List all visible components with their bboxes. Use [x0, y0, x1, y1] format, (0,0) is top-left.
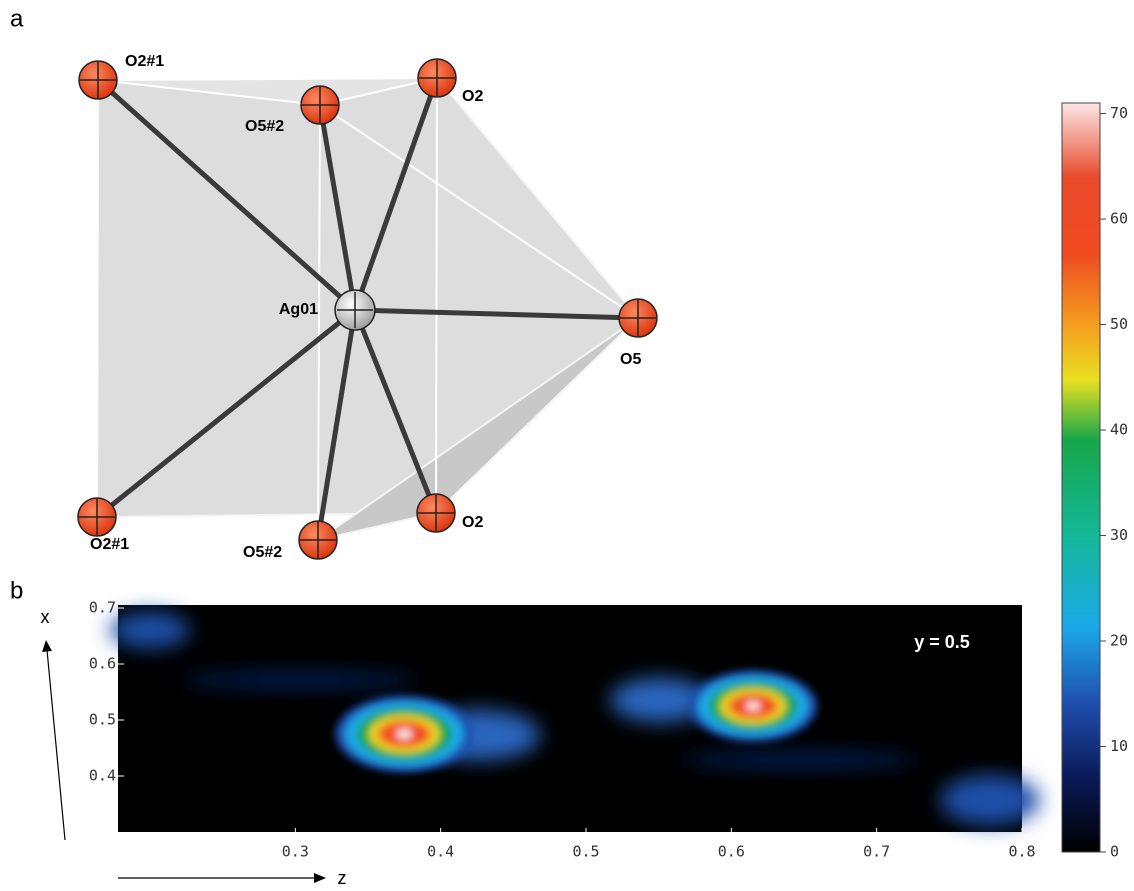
colorbar-tick-label: 20 [1110, 632, 1128, 650]
y-tick-label: 0.4 [89, 767, 116, 785]
y-tick-label: 0.7 [89, 599, 116, 617]
x-tick-label: 0.6 [718, 843, 745, 861]
x-tick-label: 0.4 [427, 843, 454, 861]
arrow-head [42, 640, 52, 652]
x-axis-label: z [338, 868, 347, 886]
colorbar-tick-label: 0 [1110, 843, 1119, 861]
colorbar-tick-label: 30 [1110, 526, 1128, 544]
y-axis-label: x [41, 607, 50, 627]
peak [335, 696, 473, 773]
colorbar-tick-label: 10 [1110, 737, 1128, 755]
arrow-head [314, 873, 326, 883]
axis-arrow [47, 650, 65, 840]
peak [689, 670, 817, 741]
atom-label: O2 [462, 514, 483, 531]
atom-label: O2#1 [125, 53, 164, 70]
atom-label: O5 [620, 351, 641, 368]
colorbar-tick-label: 60 [1110, 210, 1128, 228]
colorbar-tick-label: 70 [1110, 104, 1128, 122]
x-tick-label: 0.7 [863, 843, 890, 861]
contour [746, 701, 761, 711]
atom-label: O2#1 [90, 536, 129, 553]
colorbar-tick-label: 40 [1110, 421, 1128, 439]
x-tick-label: 0.8 [1008, 843, 1035, 861]
contour [396, 729, 412, 739]
annotation: y = 0.5 [914, 632, 970, 652]
figure: a O2#1 O5#2 O2 Ag01 O5 O2#1 O5#2 O2 b 0.3 0.4 0.5… [0, 0, 1134, 886]
colorbar-tick-label: 50 [1110, 315, 1128, 333]
plot-area [118, 605, 1022, 832]
atom-label: O2 [462, 88, 483, 105]
atom-label: O5#2 [245, 118, 284, 135]
colorbar [1062, 103, 1100, 852]
atom-label: O5#2 [243, 544, 282, 561]
y-tick-label: 0.5 [89, 711, 116, 729]
colorbar-ticks: 0 10 20 30 40 50 60 70 [1100, 104, 1128, 860]
panel-label: b [10, 577, 23, 604]
y-tick-label: 0.6 [89, 655, 116, 673]
x-tick-label: 0.3 [282, 843, 309, 861]
atom-label: Ag01 [279, 301, 318, 318]
x-tick-label: 0.5 [572, 843, 599, 861]
panel-label: a [10, 5, 24, 32]
